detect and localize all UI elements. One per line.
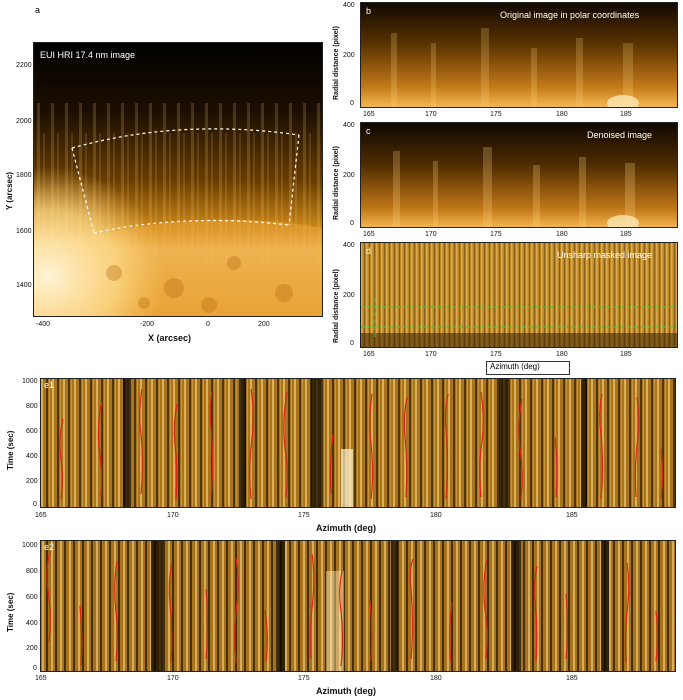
panel-a-ytick: 2000	[16, 118, 32, 125]
panel-e2-ytick: 1000	[22, 542, 38, 549]
panel-a-xtick: -200	[140, 321, 155, 328]
panel-a-ytick: 1600	[16, 228, 32, 235]
panel-a-ylabel: Y (arcsec)	[5, 171, 14, 210]
panel-b-xtick: 180	[556, 111, 568, 118]
panel-a-ytick: 1400	[16, 282, 32, 289]
panel-e2-xtick: 170	[167, 675, 179, 682]
panel-d-title: Unsharp masked image	[557, 250, 653, 260]
panel-e1-ytick: 800	[26, 403, 38, 410]
panel-e2-letter: e2	[44, 542, 55, 552]
panel-e1-xtick: 175	[298, 512, 310, 519]
panel-b-xtick: 165	[363, 111, 375, 118]
panel-d-letter: d	[366, 246, 372, 256]
panel-b-ytick: 0	[350, 100, 354, 107]
panel-d-xlabel: Azimuth (deg)	[490, 362, 540, 371]
panel-d-xtick: 180	[556, 351, 568, 358]
panel-b-xtick: 185	[620, 111, 632, 118]
panel-c-xtick: 165	[363, 231, 375, 238]
panel-e1-ytick: 200	[26, 478, 38, 485]
panel-c-image	[360, 122, 678, 228]
panel-a-letter: a	[35, 5, 41, 15]
panel-b-ytick: 200	[343, 52, 355, 59]
panel-b-letter: b	[366, 6, 372, 16]
panel-a-ytick: 1800	[16, 172, 32, 179]
panel-c-ytick: 400	[343, 122, 355, 129]
panel-e2-ytick: 200	[26, 645, 38, 652]
panel-e2-ytick: 0	[33, 665, 37, 672]
panel-c-ytick: 200	[343, 172, 355, 179]
panel-c-letter: c	[366, 126, 371, 136]
panel-e1-ytick: 1000	[22, 378, 38, 385]
panel-b-ytick: 400	[343, 2, 355, 9]
panel-d-ytick: 0	[350, 340, 354, 347]
panel-e1-ytick: 400	[26, 453, 38, 460]
panel-e1-ytick: 600	[26, 428, 38, 435]
panel-b-image	[360, 2, 678, 108]
panel-d-ytick: 400	[343, 242, 355, 249]
panel-a-title: EUI HRI 17.4 nm image	[40, 50, 136, 60]
panel-e1-xtick: 165	[35, 512, 47, 519]
panel-c-title: Denoised image	[587, 130, 653, 140]
panel-b-xtick: 175	[490, 111, 502, 118]
panel-e2-image	[40, 540, 676, 672]
panel-d-ylabel: Radial distance (pixel)	[333, 269, 340, 343]
panel-a-ytick: 2200	[16, 62, 32, 69]
panel-e2-xtick: 165	[35, 675, 47, 682]
panel-d-xtick: 185	[620, 351, 632, 358]
panel-a-xtick: 200	[258, 321, 270, 328]
panel-b-ylabel: Radial distance (pixel)	[333, 26, 340, 100]
panel-c-xtick: 180	[556, 231, 568, 238]
panel-e2-xtick: 175	[298, 675, 310, 682]
panel-d-xlabel-box: Azimuth (deg)	[486, 361, 570, 375]
panel-c-xtick: 185	[620, 231, 632, 238]
panel-e1-ytick: 0	[33, 501, 37, 508]
panel-e1-ylabel: Time (sec)	[6, 430, 15, 470]
panel-e1-image	[40, 378, 676, 508]
panel-b-title: Original image in polar coordinates	[500, 10, 640, 20]
panel-e2-xtick: 185	[566, 675, 578, 682]
panel-e2-ytick: 400	[26, 620, 38, 627]
panel-d-ytick: 200	[343, 292, 355, 299]
panel-e2-xtick: 180	[430, 675, 442, 682]
panel-d-xtick: 175	[490, 351, 502, 358]
panel-d-xtick: 170	[425, 351, 437, 358]
panel-d-xtick: 165	[363, 351, 375, 358]
panel-c-xtick: 170	[425, 231, 437, 238]
panel-e1-xtick: 170	[167, 512, 179, 519]
panel-d-image	[360, 242, 678, 348]
panel-a-xtick: -400	[36, 321, 51, 328]
panel-a-xtick: 0	[206, 321, 210, 328]
panel-c-xtick: 175	[490, 231, 502, 238]
panel-a-xlabel: X (arcsec)	[148, 333, 192, 343]
panel-e2-ytick: 600	[26, 594, 38, 601]
panel-e1-xtick: 185	[566, 512, 578, 519]
panel-c-ytick: 0	[350, 220, 354, 227]
panel-e1-xlabel: Azimuth (deg)	[316, 523, 376, 533]
panel-b-xtick: 170	[425, 111, 437, 118]
panel-a-image	[33, 42, 323, 317]
panel-e1-xtick: 180	[430, 512, 442, 519]
panel-e2-ytick: 800	[26, 568, 38, 575]
panel-c-ylabel: Radial distance (pixel)	[333, 146, 340, 220]
panel-e1-letter: e1	[44, 380, 55, 390]
panel-e2-ylabel: Time (sec)	[6, 592, 15, 632]
panel-e2-xlabel: Azimuth (deg)	[316, 686, 376, 696]
